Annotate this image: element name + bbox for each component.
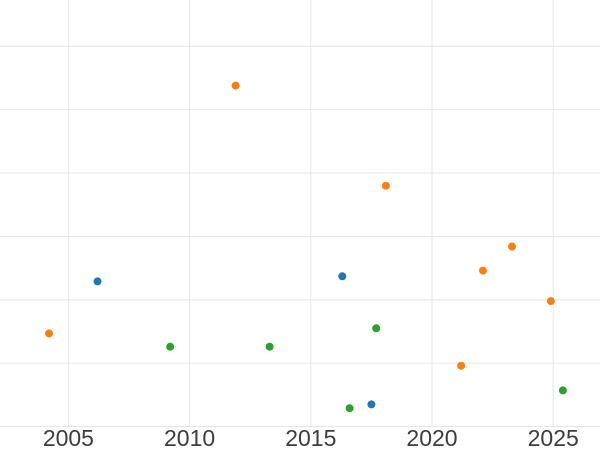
x-tick-label-2025: 2025	[528, 425, 579, 450]
data-point-green-series	[166, 342, 175, 351]
data-point-orange-series	[508, 242, 516, 251]
data-point-orange-series	[381, 181, 390, 190]
x-tick-label-2015: 2015	[285, 425, 336, 450]
x-tick-label-2005: 2005	[43, 425, 94, 450]
x-tick-label-2010: 2010	[164, 425, 215, 450]
data-point-orange-series	[45, 329, 53, 338]
data-point-green-series	[345, 404, 354, 413]
data-point-green-series	[265, 342, 274, 351]
data-point-orange-series	[546, 297, 555, 306]
data-point-green-series	[558, 386, 567, 395]
x-tick-label-2020: 2020	[406, 425, 457, 450]
data-point-green-series	[372, 324, 381, 333]
data-point-blue-series	[338, 272, 347, 281]
data-point-orange-series	[478, 266, 487, 275]
data-point-blue-series	[367, 400, 376, 409]
data-point-blue-series	[93, 277, 102, 286]
data-point-orange-series	[457, 361, 466, 370]
data-point-orange-series	[231, 81, 240, 90]
